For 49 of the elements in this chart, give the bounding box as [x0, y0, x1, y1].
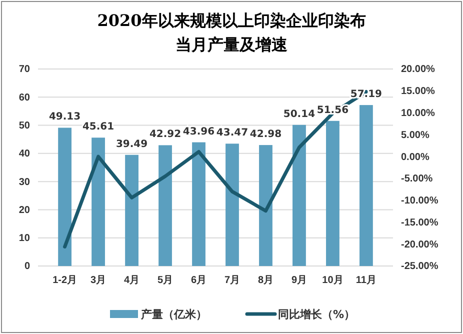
x-tick-label: 4月	[124, 275, 140, 286]
data-label: 45.61	[82, 122, 114, 133]
y2-tick-label: -20.00%	[401, 239, 438, 250]
x-tick-label: 9月	[291, 275, 308, 286]
y-tick-label: 50	[18, 120, 30, 132]
bar	[226, 144, 239, 266]
y2-tick-label: 15.00%	[401, 86, 436, 98]
y-tick-label: 20	[18, 204, 30, 216]
bar	[259, 145, 272, 266]
chart-title: 2020年以来规模以上印染企业印染布当月产量及增速	[97, 11, 366, 54]
x-tick-label: 6月	[190, 275, 207, 286]
data-label: 39.49	[116, 138, 148, 150]
bar	[326, 120, 340, 266]
x-tick-label: 11月	[356, 275, 376, 286]
y-tick-label: 10	[18, 233, 30, 244]
y-tick-label: 40	[18, 148, 30, 160]
y2-tick-label: 20.00%	[401, 64, 436, 76]
bar	[192, 142, 206, 266]
x-tick-label: 10月	[322, 275, 344, 286]
y2-tick-label: -25.00%	[401, 261, 438, 272]
bar	[92, 138, 105, 266]
bar	[158, 145, 172, 266]
data-label: 42.98	[250, 129, 282, 140]
y-tick-label: 0	[24, 261, 30, 272]
y-tick-label: 60	[18, 92, 30, 104]
y-tick-label: 70	[18, 64, 30, 76]
data-label: 43.47	[216, 128, 248, 139]
data-label: 49.13	[48, 112, 81, 123]
x-tick-label: 5月	[157, 275, 174, 286]
x-tick-label: 8月	[258, 275, 274, 286]
bar	[292, 124, 306, 266]
bar	[58, 128, 72, 266]
y2-tick-label: 0.00%	[401, 152, 430, 163]
x-tick-label: 1-2月	[52, 275, 78, 286]
y-tick-label: 30	[18, 176, 30, 188]
x-tick-label: 7月	[224, 275, 240, 286]
y2-tick-label: -10.00%	[401, 196, 438, 207]
y2-tick-label: -15.00%	[401, 217, 438, 228]
x-tick-label: 3月	[90, 275, 106, 286]
legend-label: 同比增长（%）	[278, 308, 356, 321]
y2-tick-label: -5.00%	[401, 174, 433, 185]
data-label: 42.92	[149, 129, 182, 140]
y2-tick-label: 5.00%	[401, 130, 430, 141]
legend-label: 产量（亿米）	[140, 308, 207, 321]
data-label: 43.96	[182, 126, 215, 138]
bar	[360, 105, 373, 266]
data-label: 50.14	[283, 108, 316, 120]
bar	[125, 154, 138, 266]
y2-tick-label: 10.00%	[401, 108, 436, 119]
